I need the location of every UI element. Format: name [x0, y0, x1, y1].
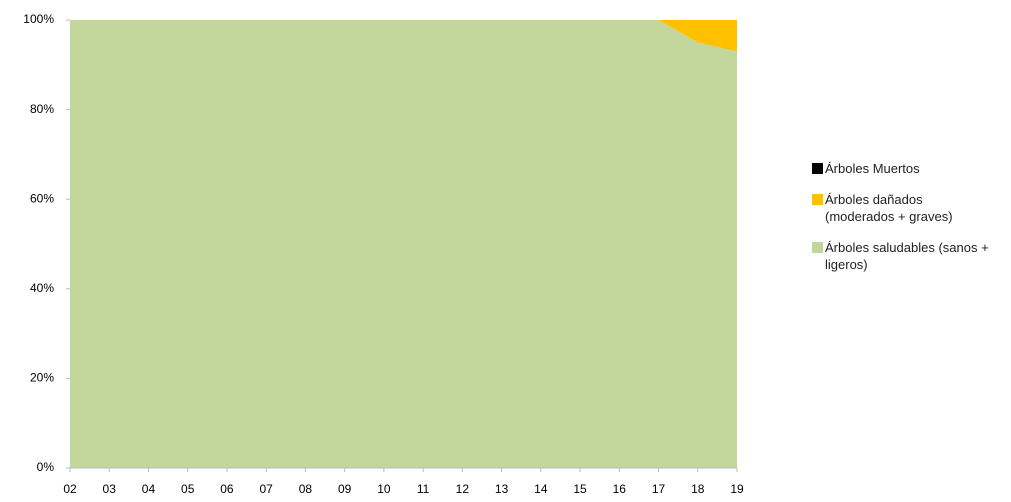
legend-swatch: [812, 242, 823, 253]
area: [70, 20, 737, 468]
x-tick-label: 03: [103, 482, 117, 496]
legend-item: Árboles dañados (moderados + graves): [812, 191, 992, 225]
x-tick-label: 05: [181, 482, 195, 496]
x-tick-label: 06: [220, 482, 234, 496]
y-tick-label: 0%: [37, 460, 55, 474]
legend-label: Árboles saludables (sanos + ligeros): [825, 240, 989, 272]
y-tick-label: 60%: [30, 191, 54, 205]
x-tick-label: 14: [534, 482, 548, 496]
legend-swatch: [812, 163, 823, 174]
x-tick-label: 04: [142, 482, 156, 496]
x-tick-label: 19: [730, 482, 744, 496]
x-tick-label: 17: [652, 482, 666, 496]
x-tick-label: 11: [417, 482, 430, 496]
y-tick-label: 20%: [30, 371, 54, 385]
legend-label: Árboles Muertos: [825, 161, 920, 176]
legend-swatch: [812, 194, 823, 205]
y-tick-label: 100%: [23, 12, 54, 26]
x-tick-label: 12: [456, 482, 470, 496]
y-tick-label: 40%: [30, 281, 54, 295]
x-tick-label: 10: [377, 482, 391, 496]
x-tick-label: 18: [691, 482, 705, 496]
legend: Árboles Muertos Árboles dañados (moderado…: [812, 160, 992, 287]
legend-label: Árboles dañados (moderados + graves): [825, 192, 953, 224]
x-tick-label: 15: [573, 482, 587, 496]
x-tick-label: 07: [259, 482, 273, 496]
x-tick-label: 08: [299, 482, 313, 496]
x-tick-label: 09: [338, 482, 352, 496]
area: [70, 20, 737, 52]
y-tick-label: 80%: [30, 102, 54, 116]
x-tick-label: 13: [495, 482, 509, 496]
legend-item: Árboles saludables (sanos + ligeros): [812, 239, 992, 273]
x-tick-label: 16: [613, 482, 627, 496]
x-tick-label: 02: [63, 482, 77, 496]
legend-item: Árboles Muertos: [812, 160, 992, 177]
